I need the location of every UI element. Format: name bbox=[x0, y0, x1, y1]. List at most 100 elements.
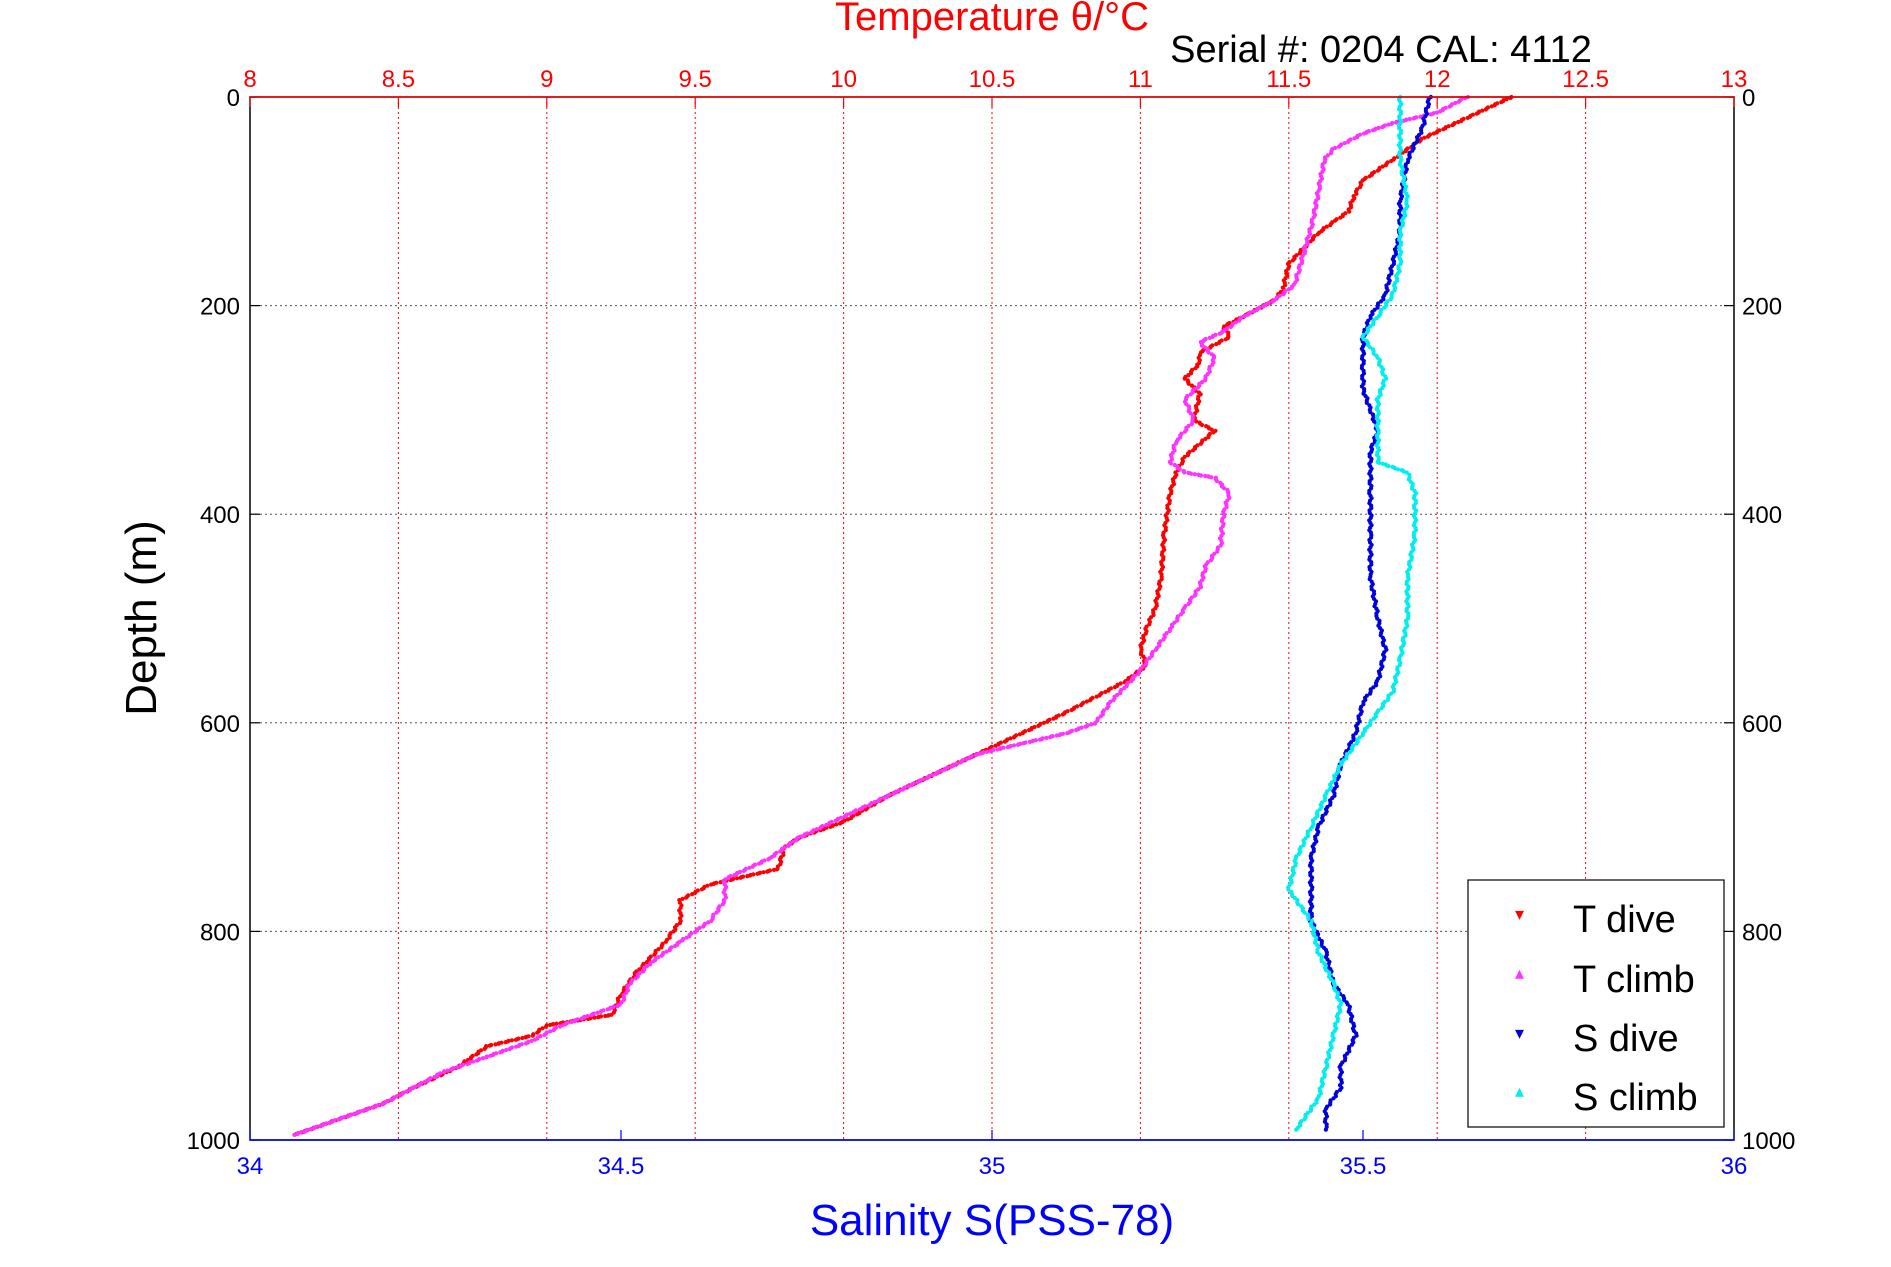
x-bottom-tick-label: 35.5 bbox=[1340, 1153, 1387, 1180]
data-point bbox=[1103, 689, 1108, 695]
data-point bbox=[474, 1052, 479, 1057]
data-point bbox=[1376, 460, 1382, 465]
series-s-climb bbox=[1286, 94, 1419, 1132]
data-point bbox=[1297, 251, 1302, 256]
data-point bbox=[851, 810, 856, 815]
data-point bbox=[876, 798, 881, 804]
data-point bbox=[1011, 743, 1017, 748]
data-point bbox=[915, 780, 920, 785]
data-point bbox=[641, 969, 646, 974]
data-point bbox=[292, 1132, 297, 1137]
data-point bbox=[786, 843, 791, 849]
data-point bbox=[407, 1088, 412, 1093]
data-point bbox=[1261, 304, 1266, 309]
data-point bbox=[1367, 174, 1372, 179]
data-point bbox=[732, 873, 737, 878]
data-point bbox=[595, 1010, 600, 1015]
data-point bbox=[834, 822, 839, 827]
data-point bbox=[523, 1035, 528, 1040]
data-point bbox=[1361, 336, 1366, 342]
y-tick-label-left: 800 bbox=[200, 919, 240, 946]
data-point bbox=[1385, 697, 1390, 703]
data-point bbox=[1389, 158, 1394, 164]
data-point bbox=[1192, 593, 1197, 598]
data-point bbox=[1308, 1108, 1313, 1113]
data-point bbox=[530, 1033, 535, 1038]
data-point bbox=[364, 1107, 369, 1112]
data-point bbox=[1364, 330, 1369, 335]
data-point bbox=[1386, 464, 1391, 469]
data-point bbox=[701, 924, 706, 929]
data-point bbox=[1296, 851, 1302, 857]
data-point bbox=[718, 880, 723, 885]
data-point bbox=[1186, 601, 1191, 607]
data-point bbox=[592, 1015, 597, 1020]
data-point bbox=[930, 772, 935, 778]
data-point bbox=[1308, 239, 1313, 244]
data-point bbox=[648, 962, 653, 967]
data-point bbox=[1346, 139, 1351, 144]
y-tick-label-left: 400 bbox=[200, 502, 240, 529]
data-point bbox=[949, 764, 954, 769]
data-point bbox=[1367, 345, 1372, 350]
data-point bbox=[1079, 703, 1084, 708]
data-point bbox=[493, 1042, 498, 1047]
data-point bbox=[1342, 141, 1347, 146]
data-point bbox=[745, 874, 750, 879]
data-point bbox=[1178, 612, 1184, 617]
data-point bbox=[1354, 191, 1359, 196]
data-point bbox=[1489, 104, 1494, 109]
data-point bbox=[1118, 691, 1123, 696]
data-point bbox=[327, 1120, 332, 1125]
x-bottom-tick-label: 36 bbox=[1721, 1153, 1748, 1180]
data-point bbox=[554, 1021, 559, 1026]
data-point bbox=[1129, 679, 1134, 684]
data-point bbox=[1153, 647, 1159, 652]
data-point bbox=[535, 1030, 540, 1035]
data-point bbox=[1069, 707, 1074, 713]
legend: ▾ T dive ▴ T climb ▾ S dive ▴ S climb bbox=[1467, 879, 1725, 1128]
data-point bbox=[551, 1028, 556, 1033]
y-tick-label-left: 1000 bbox=[187, 1128, 240, 1155]
data-point bbox=[1021, 741, 1026, 746]
data-point bbox=[709, 882, 714, 887]
data-point bbox=[1094, 694, 1099, 699]
data-point bbox=[755, 871, 760, 876]
data-point bbox=[845, 817, 851, 822]
data-point bbox=[1203, 378, 1208, 383]
data-point bbox=[761, 870, 766, 875]
data-point bbox=[809, 830, 814, 835]
data-point bbox=[1251, 309, 1256, 314]
data-point bbox=[872, 800, 877, 805]
data-point bbox=[1228, 324, 1233, 330]
data-point bbox=[1428, 112, 1433, 117]
data-point bbox=[1054, 733, 1059, 738]
data-point bbox=[352, 1111, 357, 1116]
x-top-tick-label: 10 bbox=[830, 66, 857, 93]
data-point bbox=[1199, 422, 1205, 428]
data-point bbox=[1111, 698, 1116, 703]
data-point bbox=[995, 747, 1000, 752]
data-point bbox=[445, 1068, 450, 1073]
data-point bbox=[308, 1127, 313, 1132]
data-point bbox=[1286, 887, 1291, 892]
data-point bbox=[1306, 916, 1311, 922]
data-point bbox=[1312, 1102, 1317, 1107]
data-point bbox=[488, 1053, 493, 1058]
legend-label-t-climb: T climb bbox=[1573, 959, 1695, 1001]
data-point bbox=[1092, 721, 1097, 726]
data-point bbox=[637, 967, 642, 972]
data-point bbox=[934, 771, 939, 777]
data-point bbox=[1088, 698, 1093, 703]
data-point bbox=[690, 892, 695, 897]
x-top-tick-label: 10.5 bbox=[969, 66, 1016, 93]
data-point bbox=[848, 811, 853, 816]
data-point bbox=[1465, 115, 1470, 120]
data-point bbox=[673, 943, 678, 949]
data-point bbox=[1323, 811, 1328, 816]
data-point bbox=[1296, 902, 1301, 907]
data-point bbox=[605, 1007, 610, 1012]
data-point bbox=[1370, 128, 1376, 133]
data-point bbox=[1036, 723, 1041, 729]
data-point bbox=[509, 1038, 514, 1043]
